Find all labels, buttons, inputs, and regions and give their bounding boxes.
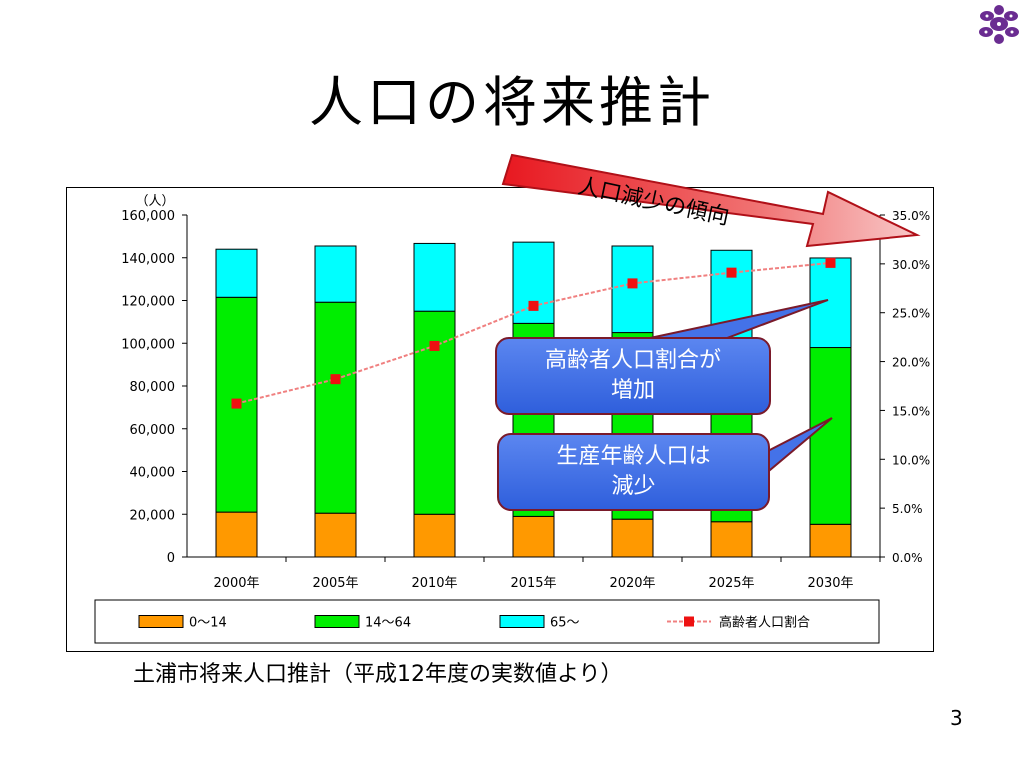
y-tick-label: 100,000 (121, 337, 175, 352)
elderly-ratio-marker (528, 300, 539, 311)
y2-tick-label: 10.0% (892, 453, 930, 467)
x-tick-label: 2030年 (807, 576, 853, 591)
bar-segment (611, 245, 654, 334)
bar-segment (512, 515, 555, 558)
y-tick-label: 140,000 (121, 252, 175, 267)
bar-segment (314, 512, 357, 558)
x-tick-label: 2025年 (708, 576, 754, 591)
legend-swatch (314, 615, 360, 628)
y-tick-label: 80,000 (130, 380, 176, 395)
callout-elderly-line2: 増加 (610, 378, 655, 403)
crest-logo-icon (979, 5, 1019, 44)
y-tick-label: 0 (167, 551, 175, 566)
elderly-ratio-marker (429, 340, 440, 351)
legend-swatch (138, 615, 184, 628)
y-tick-label: 160,000 (121, 209, 175, 224)
page-number: 3 (950, 706, 963, 730)
chart-frame: 0 20,000 40,000 60,000 80,000 100,000 120,000 1… (66, 187, 934, 652)
bar-segment (215, 511, 258, 558)
elderly-ratio-marker (231, 398, 242, 409)
y2-tick-label: 5.0% (892, 502, 923, 516)
y2-tick-label: 20.0% (892, 356, 930, 370)
x-tick-label: 2005年 (312, 576, 358, 591)
callout-elderly-line1: 高齢者人口割合が (544, 348, 721, 373)
y-tick-label: 40,000 (130, 466, 176, 481)
bar-segment (413, 242, 456, 312)
callout-working-age: 生産年齢人口は 減少 (497, 433, 770, 511)
bar-segment (413, 513, 456, 558)
bar-segment (809, 523, 852, 558)
y2-tick-label: 25.0% (892, 307, 930, 321)
x-tick-label: 2010年 (411, 576, 457, 591)
y2-tick-label: 0.0% (892, 551, 923, 565)
bar-segment (314, 245, 357, 303)
callout-elderly-ratio: 高齢者人口割合が 増加 (495, 337, 771, 415)
legend-label: 0〜14 (189, 616, 227, 631)
bar-segment (611, 518, 654, 558)
x-tick-label: 2015年 (510, 576, 556, 591)
chart-caption: 土浦市将来人口推計（平成12年度の実数値より） (133, 662, 623, 687)
y-tick-label: 120,000 (121, 295, 175, 310)
bar-segment (215, 248, 258, 298)
bar-segment (314, 301, 357, 514)
y2-tick-label: 35.0% (892, 209, 930, 223)
x-tick-label: 2000年 (213, 576, 259, 591)
bar-segment (710, 521, 753, 558)
legend-label: 高齢者人口割合 (719, 615, 810, 631)
legend-label: 14〜64 (365, 616, 411, 631)
y-axis-title: （人） (135, 194, 174, 209)
callout-working-line1: 生産年齢人口は (556, 444, 711, 469)
legend-swatch (499, 615, 545, 628)
bar-segment (809, 257, 852, 349)
y2-tick-label: 30.0% (892, 258, 930, 272)
elderly-ratio-marker (825, 257, 836, 268)
y-tick-label: 60,000 (130, 423, 176, 438)
y2-tick-label: 15.0% (892, 404, 930, 418)
legend-label: 65〜 (550, 616, 580, 631)
legend-box (94, 599, 880, 644)
elderly-ratio-marker (330, 374, 341, 385)
y-tick-label: 20,000 (130, 508, 176, 523)
elderly-ratio-marker (726, 267, 737, 278)
bar-segment (710, 249, 753, 343)
callout-working-line2: 減少 (611, 474, 656, 499)
slide-title: 人口の将来推計 (309, 71, 715, 134)
x-tick-label: 2020年 (609, 576, 655, 591)
bar-segment (413, 310, 456, 515)
legend-swatch-marker (684, 616, 694, 627)
population-chart: 0 20,000 40,000 60,000 80,000 100,000 120,000 1… (94, 194, 930, 644)
elderly-ratio-marker (627, 278, 638, 289)
bar-segment (809, 347, 852, 525)
